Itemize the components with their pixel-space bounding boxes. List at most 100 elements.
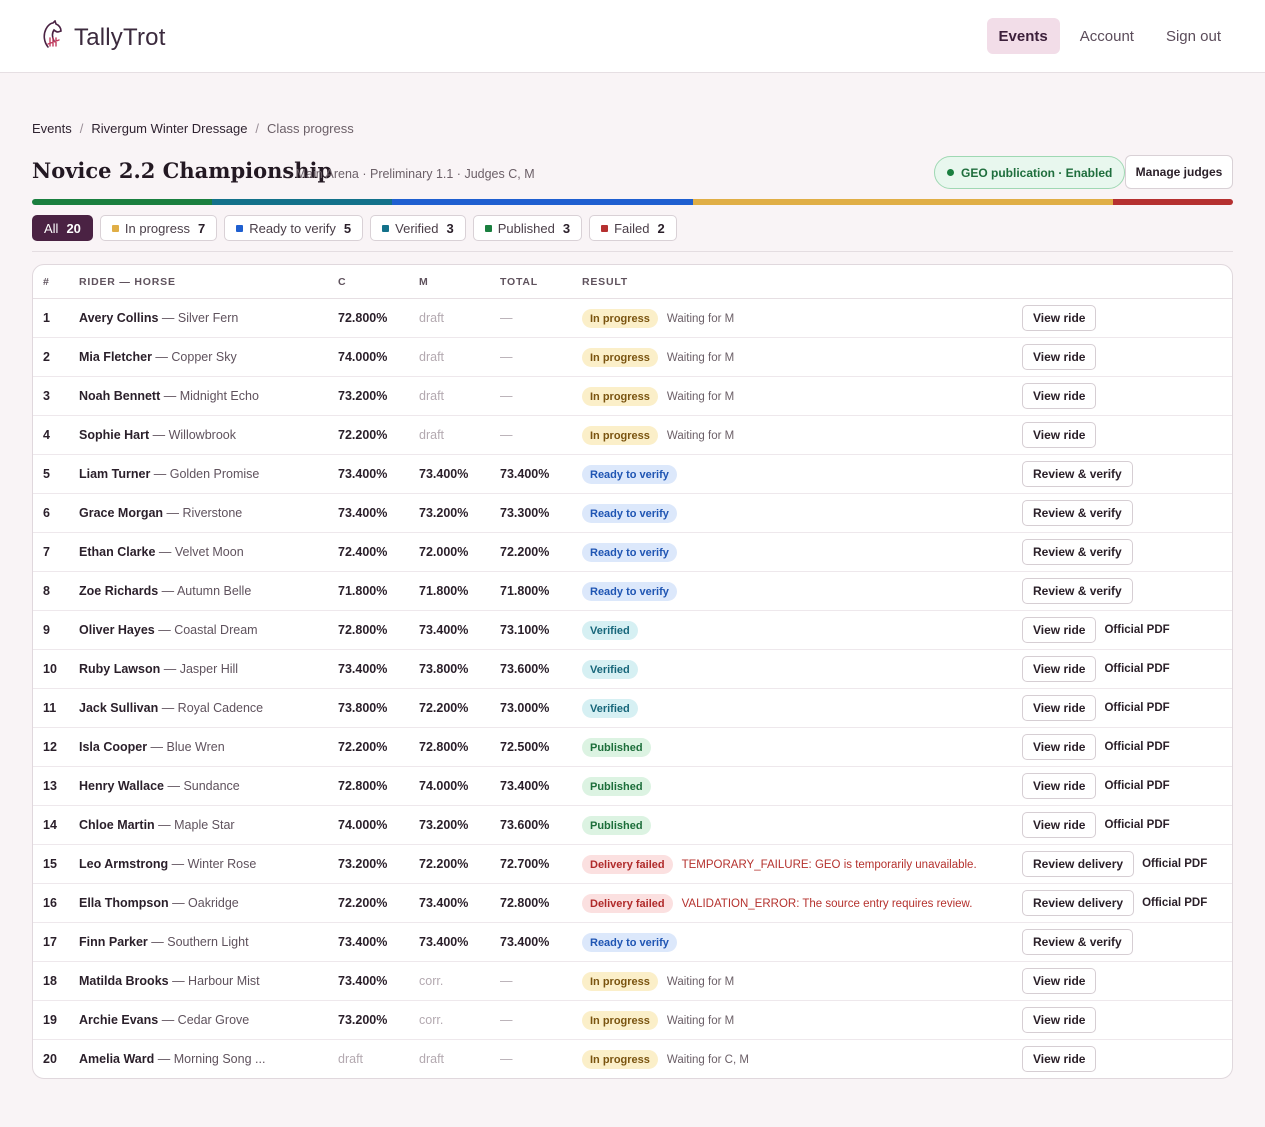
row-number: 1 bbox=[43, 311, 50, 325]
table-header: # RIDER — HORSE C M TOTAL RESULT bbox=[33, 265, 1232, 299]
status-badge: In progress bbox=[582, 387, 658, 406]
score-c: 72.800% bbox=[338, 779, 388, 793]
filter-chip-verified[interactable]: Verified 3 bbox=[370, 215, 466, 241]
result-cell: Delivery failed VALIDATION_ERROR: The sou… bbox=[582, 894, 972, 913]
official-pdf-link[interactable]: Official PDF bbox=[1142, 897, 1208, 909]
actions-cell: Review & verify bbox=[1022, 578, 1133, 604]
filter-label: Verified bbox=[395, 220, 439, 236]
rider-name: Mia Fletcher bbox=[79, 350, 152, 364]
review-verify-button[interactable]: Review & verify bbox=[1022, 539, 1133, 565]
class-progress-bar bbox=[32, 199, 1233, 205]
status-dot-icon bbox=[111, 224, 119, 232]
official-pdf-link[interactable]: Official PDF bbox=[1104, 702, 1170, 714]
score-c: 73.400% bbox=[338, 467, 388, 481]
row-number: 4 bbox=[43, 428, 50, 442]
view-ride-button[interactable]: View ride bbox=[1022, 656, 1097, 682]
nav-account[interactable]: Account bbox=[1079, 27, 1134, 45]
col-result: RESULT bbox=[582, 276, 629, 288]
rider-horse-cell: Jack Sullivan — Royal Cadence bbox=[79, 701, 263, 715]
filter-chip-published[interactable]: Published 3 bbox=[472, 215, 583, 241]
horse-name: — Winter Rose bbox=[168, 857, 257, 871]
review-delivery-button[interactable]: Review delivery bbox=[1022, 890, 1135, 916]
review-verify-button[interactable]: Review & verify bbox=[1022, 929, 1133, 955]
horse-name: — Royal Cadence bbox=[158, 701, 264, 715]
filter-chip-failed[interactable]: Failed 2 bbox=[589, 215, 677, 241]
col-c: C bbox=[338, 276, 347, 288]
actions-cell: View ride Official PDF bbox=[1022, 773, 1170, 799]
view-ride-button[interactable]: View ride bbox=[1022, 344, 1097, 370]
official-pdf-link[interactable]: Official PDF bbox=[1104, 741, 1170, 753]
rider-name: Ruby Lawson bbox=[79, 662, 161, 676]
view-ride-button[interactable]: View ride bbox=[1022, 1046, 1097, 1072]
horse-name: — Autumn Belle bbox=[158, 584, 252, 598]
table-row: 2 Mia Fletcher — Copper Sky 74.000% draft — I… bbox=[33, 338, 1232, 377]
result-note: Waiting for M bbox=[666, 975, 735, 988]
status-dot-icon bbox=[947, 169, 954, 176]
view-ride-button[interactable]: View ride bbox=[1022, 734, 1097, 760]
result-cell: Ready to verify bbox=[582, 543, 677, 562]
brand[interactable]: TallyTrot bbox=[40, 19, 166, 55]
actions-cell: View ride bbox=[1022, 383, 1097, 409]
filter-chip-all[interactable]: All 20 bbox=[32, 215, 93, 241]
horse-name: — Southern Light bbox=[147, 935, 249, 949]
view-ride-button[interactable]: View ride bbox=[1022, 305, 1097, 331]
view-ride-button[interactable]: View ride bbox=[1022, 383, 1097, 409]
status-badge: Ready to verify bbox=[582, 582, 677, 601]
manage-judges-button[interactable]: Manage judges bbox=[1125, 155, 1233, 189]
status-badge: Published bbox=[582, 816, 651, 835]
review-delivery-button[interactable]: Review delivery bbox=[1022, 851, 1135, 877]
official-pdf-link[interactable]: Official PDF bbox=[1104, 624, 1170, 636]
progress-segment-in-progress bbox=[692, 199, 1113, 205]
breadcrumb-event[interactable]: Rivergum Winter Dressage bbox=[91, 121, 248, 136]
rider-name: Amelia Ward bbox=[79, 1052, 155, 1066]
score-m: draft bbox=[419, 1052, 445, 1066]
view-ride-button[interactable]: View ride bbox=[1022, 812, 1097, 838]
actions-cell: View ride bbox=[1022, 968, 1097, 994]
horse-name: — Velvet Moon bbox=[155, 545, 244, 559]
official-pdf-link[interactable]: Official PDF bbox=[1104, 819, 1170, 831]
score-m: 74.000% bbox=[419, 779, 469, 793]
view-ride-button[interactable]: View ride bbox=[1022, 422, 1097, 448]
result-cell: Published bbox=[582, 738, 651, 757]
filter-count: 20 bbox=[66, 220, 81, 236]
status-badge: Verified bbox=[582, 621, 638, 640]
score-total: 72.800% bbox=[500, 896, 550, 910]
nav-events[interactable]: Events bbox=[986, 18, 1060, 54]
breadcrumb-events[interactable]: Events bbox=[32, 121, 72, 136]
row-number: 12 bbox=[43, 740, 57, 754]
rider-name: Grace Morgan bbox=[79, 506, 164, 520]
view-ride-button[interactable]: View ride bbox=[1022, 617, 1097, 643]
score-m: 72.000% bbox=[419, 545, 469, 559]
nav-sign-out[interactable]: Sign out bbox=[1165, 27, 1221, 45]
review-verify-button[interactable]: Review & verify bbox=[1022, 500, 1133, 526]
filter-label: Published bbox=[497, 220, 555, 236]
row-number: 14 bbox=[43, 818, 57, 832]
score-total: — bbox=[500, 974, 513, 988]
filter-chip-ready-to-verify[interactable]: Ready to verify 5 bbox=[224, 215, 364, 241]
view-ride-button[interactable]: View ride bbox=[1022, 968, 1097, 994]
actions-cell: View ride bbox=[1022, 344, 1097, 370]
review-verify-button[interactable]: Review & verify bbox=[1022, 578, 1133, 604]
review-verify-button[interactable]: Review & verify bbox=[1022, 461, 1133, 487]
filter-label: In progress bbox=[124, 220, 190, 236]
rider-horse-cell: Finn Parker — Southern Light bbox=[79, 935, 249, 949]
view-ride-button[interactable]: View ride bbox=[1022, 773, 1097, 799]
score-m: 73.400% bbox=[419, 896, 469, 910]
rider-horse-cell: Noah Bennett — Midnight Echo bbox=[79, 389, 259, 403]
breadcrumb: Events / Rivergum Winter Dressage / Clas… bbox=[32, 121, 354, 136]
rider-name: Avery Collins bbox=[79, 311, 159, 325]
rider-name: Archie Evans bbox=[79, 1013, 159, 1027]
row-number: 10 bbox=[43, 662, 57, 676]
view-ride-button[interactable]: View ride bbox=[1022, 695, 1097, 721]
table-row: 8 Zoe Richards — Autumn Belle 71.800% 71.80… bbox=[33, 572, 1232, 611]
score-total: 73.000% bbox=[500, 701, 550, 715]
official-pdf-link[interactable]: Official PDF bbox=[1142, 858, 1208, 870]
rider-name: Chloe Martin bbox=[79, 818, 155, 832]
actions-cell: Review & verify bbox=[1022, 500, 1133, 526]
view-ride-button[interactable]: View ride bbox=[1022, 1007, 1097, 1033]
result-cell: In progress Waiting for C, M bbox=[582, 1050, 749, 1069]
official-pdf-link[interactable]: Official PDF bbox=[1104, 780, 1170, 792]
filter-chip-in-progress[interactable]: In progress 7 bbox=[99, 215, 218, 241]
page-subtitle: · Main Arena · Preliminary 1.1 · Judges … bbox=[288, 167, 535, 181]
official-pdf-link[interactable]: Official PDF bbox=[1104, 663, 1170, 675]
